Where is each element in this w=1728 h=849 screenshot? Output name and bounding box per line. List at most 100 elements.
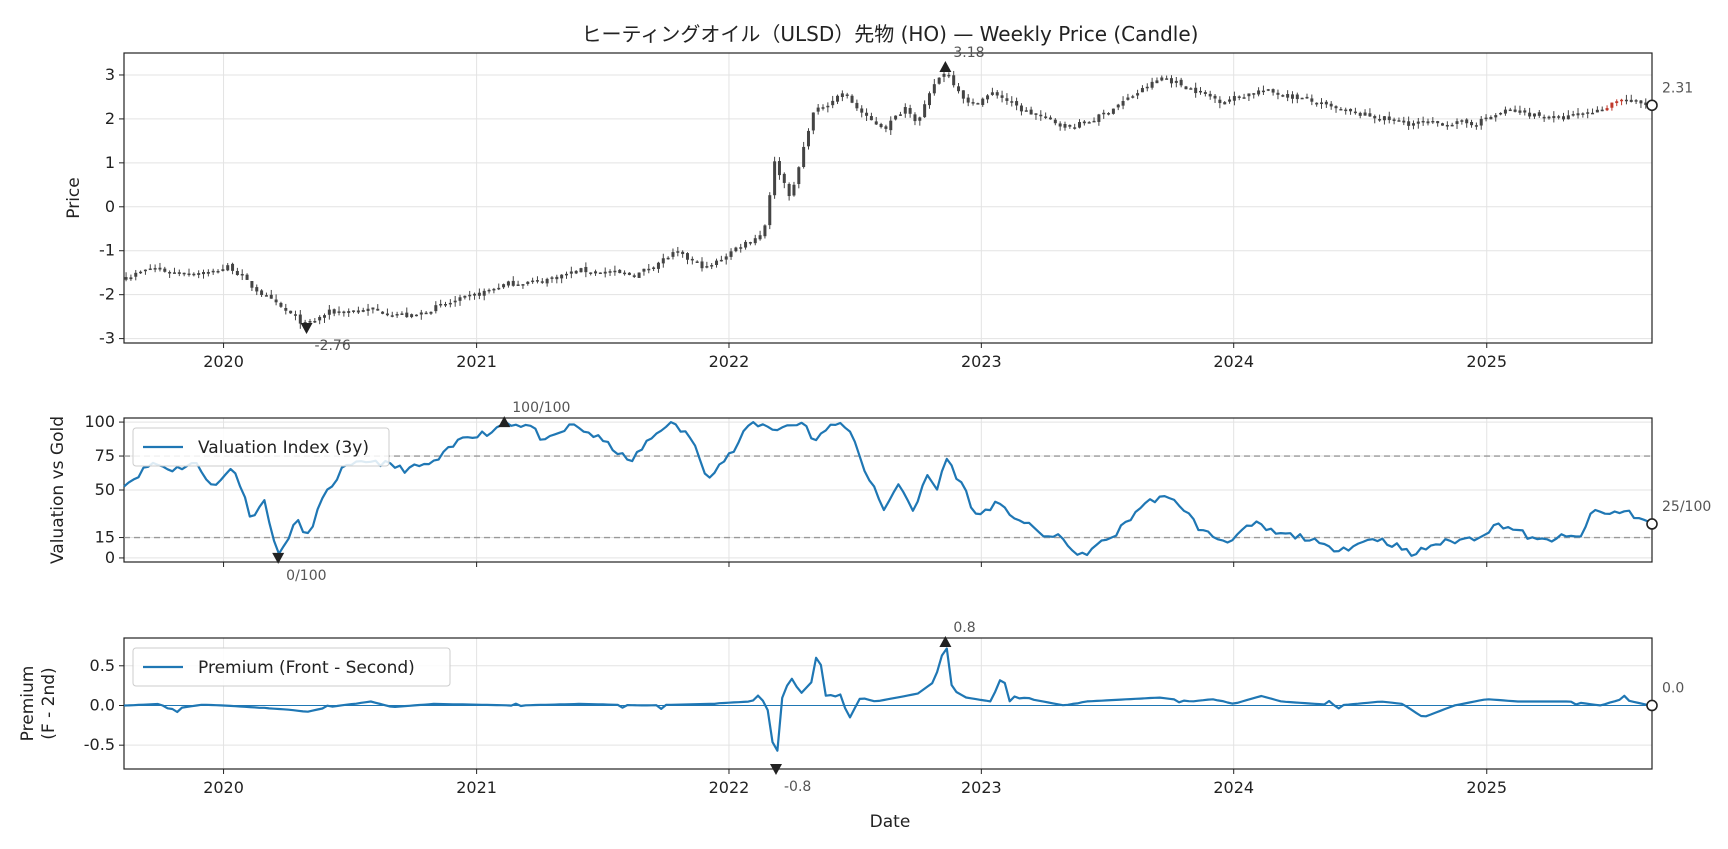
candle-body	[502, 284, 506, 288]
candle-body	[269, 294, 273, 299]
candle-body	[831, 100, 835, 106]
candle-body	[439, 303, 443, 306]
candle-body	[1160, 77, 1164, 81]
candle-body	[1426, 121, 1430, 124]
candle-body	[1242, 97, 1246, 99]
candle-body	[1150, 81, 1154, 88]
candle-body	[748, 242, 752, 244]
last-value-marker	[1646, 699, 1658, 712]
candle-body	[855, 102, 859, 109]
candle-body	[1189, 88, 1193, 90]
candle-body	[806, 130, 810, 147]
candle-body	[792, 184, 796, 196]
candle-body	[1479, 118, 1483, 126]
legend-label: Premium (Front - Second)	[198, 658, 415, 678]
candle-body	[1281, 95, 1285, 97]
valuation-panel: 015 50 75 100 Valuation vs Gold 100/100 0/100 2…	[48, 400, 1711, 584]
candle-body	[1455, 121, 1459, 124]
candle-body	[211, 270, 215, 273]
candle-body	[197, 273, 201, 275]
candle-body	[1629, 99, 1633, 102]
candle-body	[206, 271, 210, 274]
candle-body	[589, 272, 593, 274]
candle-body	[260, 290, 264, 296]
x-tick-label: 2023	[961, 352, 1002, 371]
candle-body	[482, 290, 486, 296]
candle-body	[724, 256, 728, 260]
candle-body	[279, 302, 283, 307]
candle-body	[710, 265, 714, 267]
candle-body	[681, 251, 685, 255]
candle-body	[656, 262, 660, 269]
candle-body	[1237, 96, 1241, 98]
candle-body	[1378, 119, 1382, 121]
candle-body	[1576, 113, 1580, 116]
candle-body	[889, 120, 893, 131]
candle-body	[313, 320, 317, 323]
candle-body	[1387, 116, 1391, 121]
candle-body	[1266, 89, 1270, 91]
candle-body	[986, 95, 990, 100]
candle-body	[352, 310, 356, 312]
y-tick-label: 100	[84, 412, 115, 431]
candle-body	[623, 272, 627, 275]
plot-frame	[123, 52, 1653, 344]
candle-body	[1213, 95, 1217, 99]
candle-body	[850, 95, 854, 103]
candle-body	[560, 274, 564, 279]
candle-body	[1436, 121, 1440, 124]
min-annotation: -0.8	[784, 779, 811, 795]
candle-body	[511, 280, 515, 286]
candle-body	[1015, 101, 1019, 106]
candle-body	[1111, 108, 1115, 114]
candle-body	[1542, 116, 1546, 119]
candle-body	[976, 103, 980, 105]
legend: Valuation Index (3y)	[132, 427, 390, 467]
candle-body	[1194, 87, 1198, 94]
candle-body	[1508, 109, 1512, 112]
candle-body	[1358, 112, 1362, 116]
candle-body	[473, 293, 477, 296]
candle-body	[1078, 122, 1082, 128]
candle-body	[424, 312, 428, 315]
candle-body	[444, 304, 448, 306]
candle-body	[1349, 108, 1353, 112]
candle-body	[695, 261, 699, 263]
candle-body	[816, 107, 820, 112]
last-value-annotation: 25/100	[1662, 499, 1711, 515]
candle-body	[1591, 112, 1595, 115]
candle-body	[1102, 112, 1106, 115]
candle-body	[526, 281, 530, 284]
candle-body	[1615, 101, 1619, 104]
y-tick-label: 50	[95, 480, 115, 499]
candle-body	[1121, 101, 1125, 106]
chart-title: ヒーティングオイル（ULSD）先物 (HO) — Weekly Price (C…	[582, 22, 1199, 46]
y-tick-label: 2	[105, 109, 115, 128]
x-tick-label: 2021	[456, 352, 497, 371]
candle-body	[734, 247, 738, 252]
candle-body	[1019, 105, 1023, 112]
candle-body	[143, 269, 147, 272]
candle-body	[250, 281, 254, 288]
candle-body	[1271, 89, 1275, 93]
candle-body	[182, 272, 186, 275]
candle-body	[1087, 122, 1091, 124]
candle-body	[1300, 97, 1304, 100]
candle-body	[1310, 98, 1314, 102]
y-axis-label-line: (F - 2nd)	[39, 667, 59, 739]
min-marker	[300, 323, 313, 335]
candle-body	[187, 273, 191, 276]
candle-body	[434, 305, 438, 312]
candle-body	[957, 86, 961, 92]
candle-body	[1586, 112, 1590, 114]
candle-body	[603, 271, 607, 274]
max-annotation: 3.18	[953, 45, 984, 61]
candle-body	[1494, 115, 1498, 118]
candle-body	[777, 161, 781, 176]
candle-body	[637, 272, 641, 278]
candle-body	[1537, 112, 1541, 116]
candle-body	[739, 247, 743, 249]
candle-body	[1024, 110, 1028, 112]
candle-body	[1058, 123, 1062, 127]
candle-body	[545, 278, 549, 284]
